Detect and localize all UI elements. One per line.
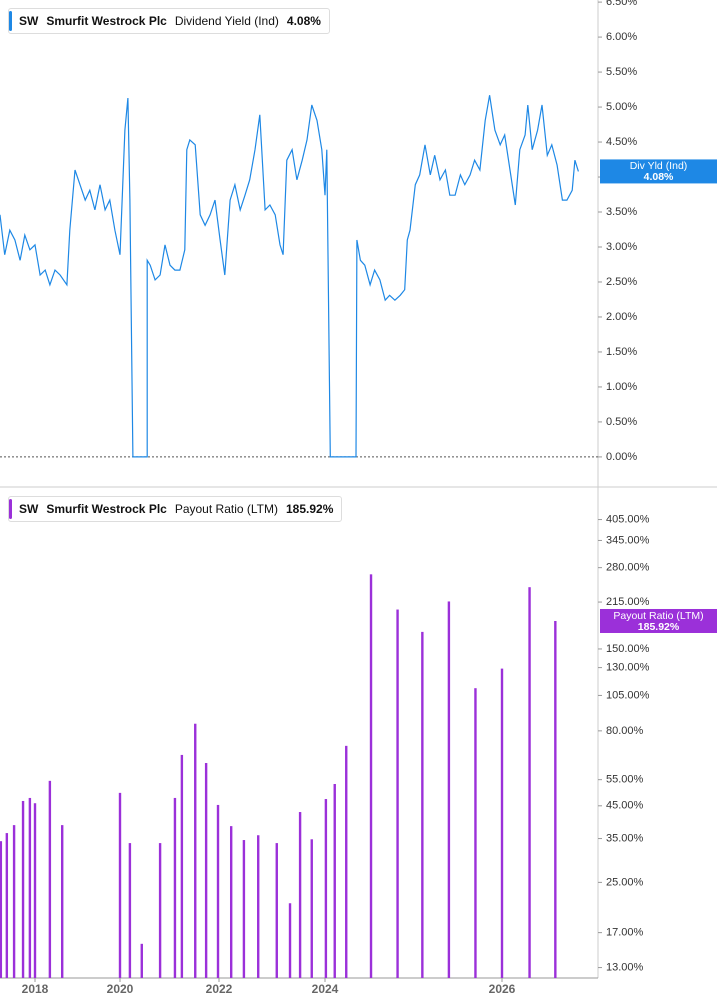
bar	[12, 825, 16, 978]
bar	[158, 843, 162, 978]
y-tick-label: 3.50%	[606, 206, 637, 218]
company: Smurfit Westrock Plc	[46, 14, 167, 28]
bar	[21, 800, 25, 978]
y-tick-label: 13.00%	[606, 961, 644, 973]
bar	[447, 601, 451, 978]
y-tick-label: 0.00%	[606, 451, 637, 463]
flag-box	[600, 608, 717, 633]
bar	[528, 587, 531, 978]
last-value: 4.08%	[286, 14, 321, 28]
bar	[173, 797, 177, 978]
y-tick-label: 150.00%	[606, 643, 650, 655]
y-tick-label: 345.00%	[606, 534, 650, 546]
y-tick-label: 4.50%	[606, 136, 637, 148]
series-title: Payout Ratio (LTM)	[174, 502, 278, 516]
bar	[345, 745, 348, 978]
bar	[140, 943, 143, 978]
y-tick-label: 35.00%	[606, 832, 644, 844]
ticker: SW	[19, 502, 39, 516]
bar	[396, 609, 399, 978]
y-tick-label: 105.00%	[606, 689, 650, 701]
x-tick-label: 2026	[489, 982, 516, 996]
bar	[474, 688, 477, 978]
bar	[128, 843, 132, 978]
bar	[118, 792, 122, 978]
flag-label: Div Yld (Ind)	[630, 160, 688, 172]
bar	[275, 843, 278, 978]
value-flag: Payout Ratio (LTM)185.92%	[600, 608, 717, 633]
legend-header: SW Smurfit Westrock Plc Dividend Yield (In…	[8, 8, 330, 34]
y-tick-label: 5.00%	[606, 101, 637, 113]
y-tick-label: 55.00%	[606, 774, 644, 786]
y-tick-label: 1.50%	[606, 346, 637, 358]
bar	[421, 631, 424, 978]
legend-swatch	[9, 11, 12, 31]
bar	[5, 833, 9, 978]
series-line	[0, 95, 579, 458]
y-tick-label: 405.00%	[606, 513, 650, 525]
x-tick-label: 2020	[107, 982, 134, 996]
y-tick-label: 45.00%	[606, 800, 644, 812]
bar	[298, 812, 302, 978]
y-tick-label: 130.00%	[606, 662, 650, 674]
bar	[0, 841, 3, 978]
y-tick-label: 280.00%	[606, 562, 650, 574]
last-value: 185.92%	[285, 502, 334, 516]
y-tick-label: 0.50%	[606, 416, 637, 428]
bar	[324, 799, 328, 978]
flag-label: Payout Ratio (LTM)	[613, 610, 703, 622]
bar	[333, 783, 336, 978]
bar	[288, 903, 292, 978]
y-tick-label: 3.00%	[606, 241, 637, 253]
flag-box	[600, 159, 717, 184]
bar	[500, 668, 504, 978]
bar	[180, 754, 184, 978]
bar	[61, 825, 64, 978]
x-tick-label: 2018	[22, 982, 49, 996]
company: Smurfit Westrock Plc	[46, 502, 167, 516]
bar	[310, 839, 313, 978]
bar	[554, 620, 557, 978]
y-tick-label: 6.50%	[606, 0, 637, 8]
flag-value: 185.92%	[638, 621, 680, 633]
bar	[48, 780, 52, 978]
bar	[257, 835, 260, 978]
legend-swatch	[9, 499, 12, 519]
flag-value: 4.08%	[644, 171, 674, 183]
bar	[194, 723, 197, 978]
value-flag: Div Yld (Ind)4.08%	[600, 159, 717, 184]
legend-header: SW Smurfit Westrock Plc Payout Ratio (LTM)…	[8, 496, 343, 522]
bar	[28, 797, 32, 978]
y-tick-label: 6.00%	[606, 31, 637, 43]
y-tick-label: 5.50%	[606, 66, 637, 78]
bar	[33, 803, 37, 978]
bar	[369, 574, 373, 978]
y-tick-label: 215.00%	[606, 596, 650, 608]
bar	[204, 763, 208, 978]
x-tick-label: 2022	[206, 982, 233, 996]
y-tick-label: 17.00%	[606, 927, 644, 939]
bar	[229, 826, 233, 978]
y-tick-label: 2.00%	[606, 311, 637, 323]
x-tick-label: 2024	[312, 982, 339, 996]
bar	[216, 804, 220, 978]
ticker: SW	[19, 14, 39, 28]
y-tick-label: 25.00%	[606, 876, 644, 888]
y-tick-label: 2.50%	[606, 276, 637, 288]
series-title: Dividend Yield (Ind)	[174, 14, 279, 28]
y-tick-label: 80.00%	[606, 725, 644, 737]
y-tick-label: 1.00%	[606, 381, 637, 393]
bar	[242, 840, 246, 978]
